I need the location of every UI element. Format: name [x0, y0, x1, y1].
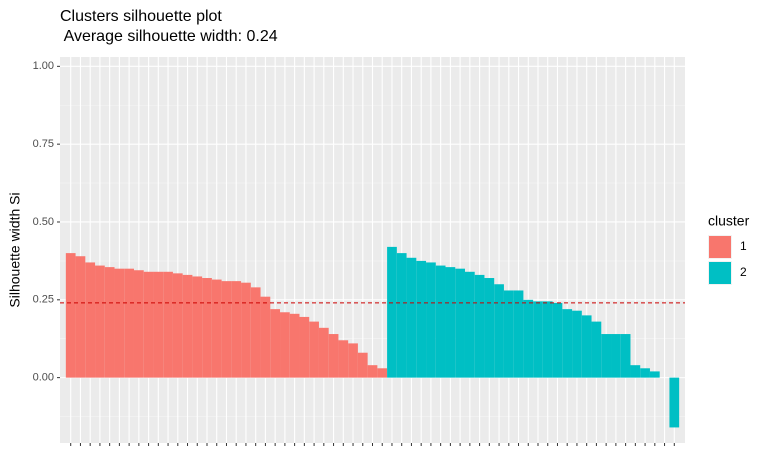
- bar: [367, 365, 378, 378]
- bar: [260, 296, 271, 378]
- legend-swatch: [709, 262, 731, 284]
- bar: [572, 310, 582, 378]
- bar: [396, 253, 407, 378]
- bar: [95, 265, 105, 378]
- bar: [299, 316, 310, 378]
- bar: [211, 279, 222, 378]
- bar: [133, 270, 144, 378]
- bar: [250, 287, 261, 378]
- bar: [357, 352, 368, 378]
- bar: [649, 371, 660, 378]
- y-tick-label: 0.50: [33, 216, 54, 228]
- legend-swatch: [709, 236, 731, 258]
- bar: [542, 301, 553, 378]
- y-tick-label: 0.25: [33, 294, 54, 306]
- bar: [416, 260, 427, 378]
- bar: [192, 276, 203, 378]
- bar: [318, 327, 329, 378]
- y-axis-title: Silhouette width Si: [7, 192, 23, 307]
- bar: [611, 334, 621, 378]
- bar: [406, 257, 417, 378]
- bar: [620, 334, 631, 378]
- bar: [270, 309, 281, 378]
- bar: [533, 301, 543, 378]
- bar: [221, 281, 232, 378]
- bar: [445, 267, 456, 378]
- bar: [182, 274, 193, 378]
- bar: [455, 268, 465, 378]
- bar: [562, 309, 573, 378]
- bar: [114, 268, 125, 378]
- bar: [328, 334, 339, 378]
- bar: [65, 253, 76, 378]
- bar: [484, 278, 495, 378]
- bar: [85, 262, 96, 378]
- bar: [163, 271, 173, 378]
- bar: [104, 267, 115, 378]
- bar: [241, 282, 251, 378]
- legend-label: 1: [740, 239, 747, 253]
- chart-title: Clusters silhouette plot: [60, 8, 222, 25]
- bar: [494, 284, 504, 378]
- bar: [377, 368, 388, 378]
- y-tick-label: 0.75: [33, 138, 54, 150]
- bar: [630, 365, 641, 378]
- bar: [172, 273, 183, 378]
- bar: [474, 274, 485, 378]
- bar: [464, 271, 475, 378]
- bar: [591, 321, 602, 378]
- bar: [552, 302, 563, 378]
- bar: [523, 299, 534, 378]
- bar: [640, 368, 650, 378]
- bar: [601, 334, 612, 378]
- bar: [124, 268, 134, 378]
- bar: [289, 313, 300, 378]
- bar: [338, 340, 349, 378]
- bar: [75, 256, 86, 378]
- bar: [153, 271, 164, 378]
- bar: [513, 290, 524, 378]
- bar: [426, 262, 436, 378]
- bar: [581, 315, 592, 378]
- bar: [202, 278, 212, 378]
- bar: [231, 281, 242, 378]
- bar: [669, 377, 680, 428]
- bar: [503, 290, 514, 378]
- bar: [309, 321, 319, 378]
- bar: [143, 271, 154, 378]
- bar: [435, 265, 446, 378]
- y-tick-label: 1.00: [33, 60, 54, 72]
- bar: [387, 246, 397, 378]
- bar: [280, 312, 290, 378]
- y-tick-label: 0.00: [33, 372, 54, 384]
- legend-label: 2: [740, 265, 747, 279]
- chart-subtitle: Average silhouette width: 0.24: [60, 28, 278, 45]
- bar: [348, 343, 358, 378]
- legend-title: cluster: [708, 213, 750, 229]
